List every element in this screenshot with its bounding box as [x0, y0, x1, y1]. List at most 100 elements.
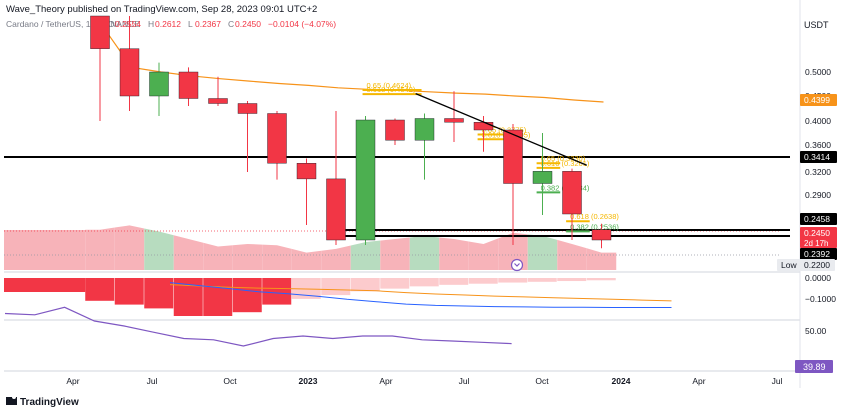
macd-histogram-bar [557, 278, 587, 282]
tradingview-logo [6, 395, 17, 405]
price-tick: 0.4000 [805, 116, 831, 126]
macd-tick: 0.0000 [805, 273, 831, 283]
grid [4, 0, 801, 388]
price-label-box [800, 227, 837, 248]
macd-histogram-bar [4, 278, 86, 292]
header-backdrop [4, 18, 344, 30]
volume-bar [350, 240, 381, 270]
price-label-text: 0.2200 [804, 260, 830, 270]
macd-histogram-bar [380, 278, 410, 289]
time-tick: Oct [223, 376, 237, 386]
time-tick: Jul [772, 376, 783, 386]
price-label-text: 0.2450 [804, 228, 830, 238]
rsi-value-label: 39.89 [803, 362, 826, 372]
time-tick: Apr [379, 376, 392, 386]
time-axis: Apr Jul Oct 2023 Apr Jul Oct 2024 Apr Jul [66, 376, 782, 386]
macd-histogram-bar [350, 278, 380, 292]
candle-body [326, 178, 346, 241]
alert-icon[interactable] [510, 258, 524, 272]
volume-bar [114, 225, 145, 270]
fib-label: 0.618 (0.2638) [570, 212, 619, 221]
ohlc-key: H [148, 19, 154, 29]
ohlc-key: O [108, 19, 115, 29]
macd-histogram-bar [498, 278, 528, 283]
price-axis: 0.50000.45000.40000.36000.32000.29000.43… [777, 67, 837, 271]
price-tick: 0.5000 [805, 67, 831, 77]
volume-bar [380, 237, 410, 270]
candle-body [149, 71, 169, 97]
candle-body [562, 171, 582, 215]
price-label-box [800, 94, 837, 106]
fib-label: 0.616 (0.3261) [541, 159, 590, 168]
time-tick: Oct [535, 376, 549, 386]
publisher-text: Wave_Theory published on TradingView.com… [6, 4, 317, 15]
ohlc-value: 0.2450 [235, 19, 261, 29]
volume-bar [4, 230, 86, 270]
candle-body [208, 98, 228, 104]
macd-line [169, 282, 672, 308]
price-tick: 0.3600 [805, 140, 831, 150]
macd-histogram-bar [321, 278, 351, 296]
ohlc-key: L [188, 19, 193, 29]
price-label-text: 0.2392 [804, 249, 830, 259]
macd-histogram-bar [291, 278, 321, 299]
candle-body [90, 15, 110, 49]
macd-histogram-bar [439, 278, 469, 285]
volume-bar [262, 244, 292, 270]
price-label-text: 0.2458 [804, 214, 830, 224]
price-label-box [800, 248, 837, 260]
price-label-text: 0.4399 [804, 95, 830, 105]
macd-histogram-bar [144, 278, 174, 309]
macd-histogram-bar [203, 278, 233, 316]
brand-text: TradingView [20, 397, 79, 408]
horizontal-levels [4, 156, 790, 237]
descending-trendline [415, 93, 588, 166]
price-label-prefix: Low [781, 260, 797, 270]
candle-body [296, 163, 317, 180]
macd-histogram-bar [468, 278, 498, 284]
volume-bar [439, 237, 469, 270]
candle-body [237, 103, 258, 114]
candle-body [355, 119, 376, 241]
volume-bar [232, 243, 263, 270]
fib-label: 0.65 (0.4624) [367, 81, 412, 90]
candles [90, 15, 612, 249]
price-label-box [800, 151, 837, 163]
time-tick: Apr [66, 376, 79, 386]
time-tick: Jul [147, 376, 158, 386]
time-tick: 2024 [612, 376, 631, 386]
volume-bar [409, 235, 440, 270]
volume-bar [144, 228, 174, 270]
volume-bar [586, 248, 617, 270]
macd-histogram-bar [527, 278, 557, 282]
rsi-line [4, 306, 512, 347]
candle-body [385, 119, 405, 141]
candle-body [267, 113, 287, 164]
volume-bars [4, 225, 780, 270]
candle-body [414, 118, 435, 141]
fib-label: 0.65 (0.3330) [541, 154, 586, 163]
volume-bar [173, 235, 204, 270]
candle-body [119, 48, 140, 97]
change-value: −0.0104 (−4.07%) [268, 19, 336, 29]
macd-pane: 0.0000 −0.1000 [4, 273, 836, 316]
symbol-line: Cardano / TetherUS, 1M, BINANCE [6, 19, 140, 29]
volume-bar [203, 242, 233, 270]
macd-histogram-bar [114, 278, 144, 305]
price-label-text: 0.3414 [804, 152, 830, 162]
fib-label: 0.382 (0.2536) [570, 222, 619, 231]
candle-body [503, 129, 523, 184]
ohlc-key: C [228, 19, 234, 29]
candle-body [473, 121, 494, 131]
time-tick: 2023 [299, 376, 318, 386]
macd-histogram-bar [262, 278, 292, 305]
volume-bar [557, 239, 587, 270]
macd-histogram-bar [586, 278, 616, 281]
volume-bar [321, 245, 351, 270]
price-label-box [777, 259, 835, 271]
ohlc-readout: O 0.2554 H 0.2612 L 0.2367 C 0.2450 −0.0104 (−4.… [108, 19, 336, 29]
countdown-label: 2d 17h [804, 239, 828, 248]
price-tick: 0.2900 [805, 190, 831, 200]
